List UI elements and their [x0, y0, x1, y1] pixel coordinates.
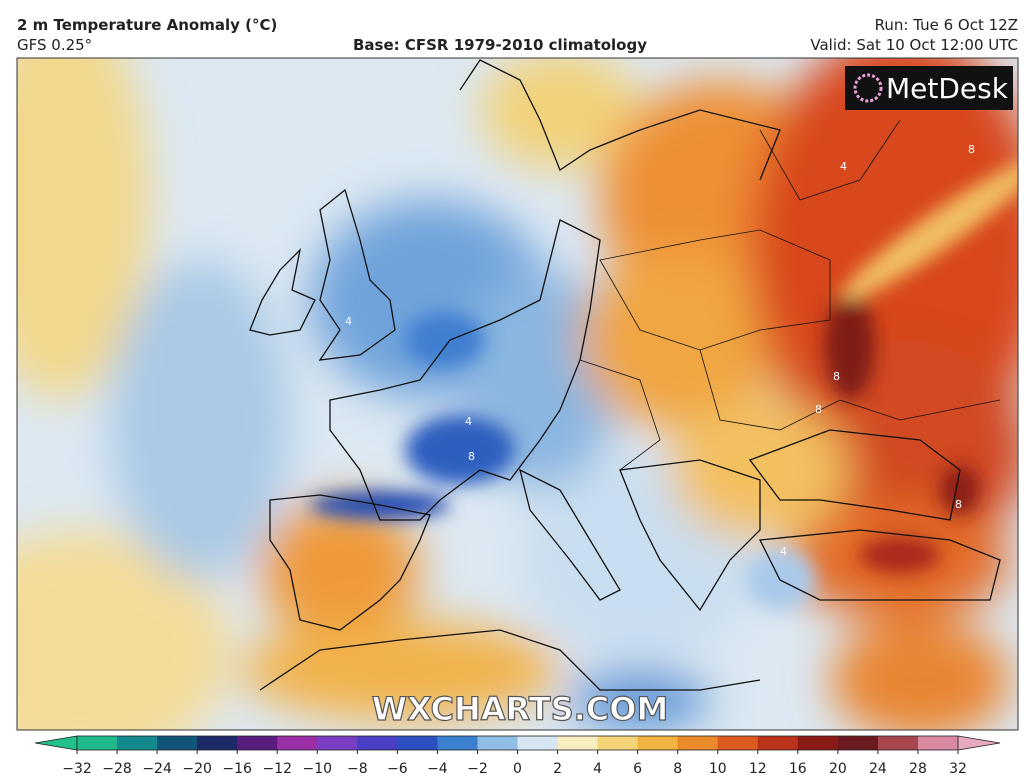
valid-time: Valid: Sat 10 Oct 12:00 UTC — [810, 36, 1018, 54]
colorbar-segment — [837, 736, 879, 750]
colorbar-segment — [277, 736, 318, 750]
colorbar-segment — [437, 736, 478, 750]
colorbar-tick-label: −12 — [262, 761, 292, 777]
colorbar-tick-label: −10 — [302, 761, 332, 777]
run-time: Run: Tue 6 Oct 12Z — [875, 16, 1018, 34]
colorbar-tick-label: −32 — [62, 761, 92, 777]
colorbar-tick-label: 4 — [593, 761, 602, 777]
colorbar-tick-label: 16 — [789, 761, 807, 777]
turkey — [758, 529, 1001, 601]
colorbar-segment — [717, 736, 759, 750]
colorbar-tick-label: 2 — [553, 761, 562, 777]
colorbar-segment — [117, 736, 158, 750]
logo: MetDesk — [845, 66, 1013, 110]
model: GFS 0.25° — [17, 36, 92, 54]
map-frame — [16, 57, 1019, 731]
borders — [579, 119, 1001, 471]
contour-label: 8 — [968, 143, 975, 156]
ireland — [249, 248, 316, 336]
colorbar-segment — [77, 736, 118, 750]
contour-label: 8 — [468, 450, 475, 463]
black-sea — [748, 429, 961, 521]
colorbar-segment — [797, 736, 839, 750]
colorbar-tick-label: −2 — [467, 761, 488, 777]
scandinavia-baltic — [459, 59, 781, 181]
colorbar: −32 −28 −24 −20 −16 −12 −10 −8 −6 −4 −2 0 2 4 6 8 10 12 16… — [34, 735, 1001, 777]
contour-label: 8 — [955, 498, 962, 511]
colorbar-segment — [677, 736, 719, 750]
colorbar-segment — [757, 736, 799, 750]
anomaly-cores — [310, 159, 1018, 610]
western-europe — [329, 219, 601, 521]
colorbar-segment — [357, 736, 398, 750]
colorbar-tick-label: 6 — [633, 761, 642, 777]
britain — [318, 188, 396, 361]
colorbar-tick-label: 12 — [749, 761, 767, 777]
contour-label: 4 — [840, 160, 847, 173]
colorbar-tick-label: −6 — [387, 761, 408, 777]
colorbar-segment — [197, 736, 238, 750]
colorbar-segment — [557, 736, 599, 750]
watermark: WXCHARTS.COM — [372, 690, 669, 728]
colorbar-tick-label: 20 — [829, 761, 847, 777]
contour-label: 4 — [780, 545, 787, 558]
italy — [519, 468, 621, 601]
colorbar-high — [957, 735, 1001, 751]
colorbar-segment — [517, 736, 559, 750]
colorbar-segment — [317, 736, 358, 750]
colorbar-segment — [157, 736, 198, 750]
colorbar-segment — [917, 736, 959, 750]
colorbar-segment — [477, 736, 518, 750]
colorbar-segment — [597, 736, 639, 750]
colorbar-segment — [877, 736, 919, 750]
logo-text: MetDesk — [886, 72, 1009, 105]
colorbar-segment — [397, 736, 438, 750]
colorbar-tick-label: 28 — [909, 761, 927, 777]
balkans — [619, 459, 761, 612]
contour-label: 8 — [815, 403, 822, 416]
colorbar-tick-label: −28 — [102, 761, 132, 777]
colorbar-segment — [237, 736, 278, 750]
base-climatology: Base: CFSR 1979-2010 climatology — [353, 36, 647, 54]
logo-icon — [853, 73, 883, 103]
colorbar-tick-label: −4 — [427, 761, 448, 777]
logo-box — [845, 66, 1013, 110]
coastlines — [249, 59, 1001, 691]
colorbar-tick-label: −8 — [347, 761, 368, 777]
contour-label: 4 — [345, 315, 352, 328]
colorbar-tick-label: 10 — [709, 761, 727, 777]
iberia — [269, 494, 431, 631]
colorbar-tick-label: −20 — [182, 761, 212, 777]
colorbar-tick-label: 8 — [673, 761, 682, 777]
colorbar-tick-label: 0 — [513, 761, 522, 777]
colorbar-tick-label: 32 — [949, 761, 967, 777]
contour-label: 4 — [465, 415, 472, 428]
north-africa-coast — [259, 629, 761, 691]
title: 2 m Temperature Anomaly (°C) — [17, 16, 277, 34]
colorbar-tick-label: 24 — [869, 761, 887, 777]
colorbar-segment — [637, 736, 679, 750]
colorbar-tick-label: −24 — [142, 761, 172, 777]
contour-label: 8 — [833, 370, 840, 383]
colorbar-tick-label: −16 — [222, 761, 252, 777]
colorbar-low — [34, 735, 78, 751]
